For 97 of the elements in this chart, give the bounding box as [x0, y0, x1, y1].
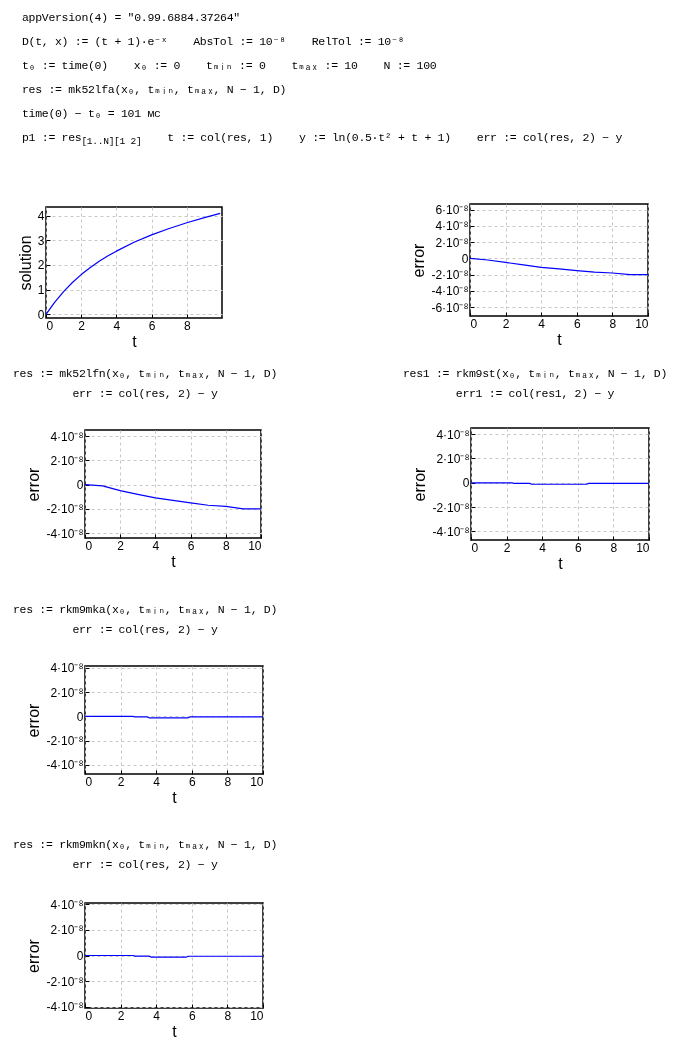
- text: err := col(res, 2) − y: [71, 622, 219, 638]
- text: res := mk52lfa(x₀, tₘᵢₙ, tₘₐₓ, N − 1, D): [22, 82, 287, 98]
- line-series: [46, 212, 221, 315]
- y-tick-label: -4·10⁻⁸: [46, 526, 84, 541]
- text: N := 100: [383, 58, 437, 74]
- line-series: [470, 257, 648, 276]
- text: res := rkm9mkn(x₀, tₘᵢₙ, tₘₐₓ, N − 1, D): [11, 837, 279, 853]
- text: t := col(res, 1): [167, 130, 273, 146]
- y-tick-label: 4: [37, 209, 45, 224]
- x-tick-label: 10: [636, 540, 650, 555]
- x-axis-title: t: [558, 554, 564, 572]
- x-tick-label: 4: [539, 540, 547, 555]
- x-tick-label: 4: [113, 318, 121, 333]
- text: AbsTol := 10⁻⁸: [193, 34, 286, 50]
- x-tick-label: 8: [609, 316, 617, 331]
- y-tick-label: 2·10⁻⁸: [50, 923, 84, 938]
- text: D(t, x) := (t + 1)·e⁻ˣ: [22, 34, 168, 50]
- x-axis-title: t: [557, 330, 563, 348]
- x-tick-label: 6: [148, 318, 156, 333]
- x-tick-label: 6: [187, 538, 195, 553]
- x-tick-label: 4: [538, 316, 546, 331]
- y-axis-title: error: [25, 938, 43, 973]
- y-tick-label: 0: [76, 709, 84, 724]
- x-tick-label: 2: [503, 540, 511, 555]
- y-tick-label: -2·10⁻⁸: [431, 268, 469, 283]
- text: tₘₐₓ := 10: [291, 58, 358, 74]
- x-tick-label: 8: [610, 540, 618, 555]
- text: y := ln(0.5·t² + t + 1): [298, 130, 451, 146]
- y-tick-label: 1: [37, 283, 45, 298]
- x-axis-title: t: [132, 332, 138, 350]
- x-tick-label: 4: [153, 1008, 161, 1023]
- text: time(0) − t₀ = 101 мс: [22, 106, 161, 122]
- y-tick-label: -4·10⁻⁸: [431, 284, 469, 299]
- y-tick-label: -2·10⁻⁸: [432, 500, 470, 515]
- y-tick-label: 0: [462, 476, 470, 491]
- y-tick-label: 4·10⁻⁸: [50, 897, 84, 912]
- text: x₀ := 0: [133, 58, 181, 74]
- text: res1 := rkm9st(x₀, tₘᵢₙ, tₘₐₓ, N − 1, D): [401, 366, 669, 382]
- y-axis-title: solution: [16, 235, 34, 291]
- y-tick-label: 4·10⁻⁸: [50, 661, 84, 676]
- y-tick-label: 0: [461, 251, 469, 266]
- y-tick-label: 2: [37, 258, 45, 273]
- y-tick-label: 2·10⁻⁸: [50, 453, 84, 468]
- x-axis-title: t: [171, 552, 177, 570]
- text: err := col(res, 2) − y: [71, 857, 219, 873]
- line-series: [85, 484, 261, 510]
- x-tick-label: 2: [117, 1008, 125, 1023]
- x-tick-label: 6: [188, 774, 196, 789]
- y-tick-label: 4·10⁻⁸: [435, 219, 469, 234]
- y-axis-title: error: [410, 242, 428, 278]
- x-axis-title: t: [172, 1022, 178, 1040]
- y-tick-label: -4·10⁻⁸: [46, 1000, 84, 1015]
- y-tick-label: 2·10⁻⁸: [435, 235, 469, 250]
- text: res := rkm9mka(x₀, tₘᵢₙ, tₘₐₓ, N − 1, D): [11, 602, 279, 618]
- x-tick-label: 2: [502, 316, 510, 331]
- y-tick-label: -2·10⁻⁸: [46, 734, 84, 749]
- x-tick-label: 8: [224, 774, 232, 789]
- x-tick-label: 8: [183, 318, 191, 333]
- y-tick-label: 0: [76, 949, 84, 963]
- x-tick-label: 6: [574, 540, 582, 555]
- x-tick-label: 8: [224, 1008, 232, 1023]
- x-tick-label: 4: [152, 538, 160, 553]
- text: appVersion(4) = "0.99.6884.37264": [22, 10, 240, 26]
- y-tick-label: 0: [76, 478, 84, 493]
- y-tick-label: 4·10⁻⁸: [436, 427, 470, 442]
- y-tick-label: -4·10⁻⁸: [432, 524, 470, 539]
- y-tick-label: 6·10⁻⁸: [435, 203, 469, 218]
- x-tick-label: 2: [117, 774, 125, 789]
- text: t₀ := time(0): [22, 58, 108, 74]
- y-tick-label: -4·10⁻⁸: [46, 758, 84, 773]
- x-tick-label: 6: [188, 1008, 196, 1023]
- y-tick-label: -2·10⁻⁸: [46, 974, 84, 989]
- y-tick-label: -6·10⁻⁸: [431, 300, 469, 315]
- x-tick-label: 10: [250, 1008, 264, 1023]
- text: tₘᵢₙ := 0: [206, 58, 266, 74]
- text: err := col(res, 2) − y: [71, 386, 219, 402]
- y-tick-label: 2·10⁻⁸: [50, 685, 84, 700]
- x-tick-label: 8: [222, 538, 230, 553]
- y-axis-title: error: [411, 466, 429, 502]
- x-tick-label: 4: [153, 774, 161, 789]
- x-tick-label: 10: [250, 774, 264, 789]
- y-tick-label: -2·10⁻⁸: [46, 502, 84, 517]
- x-tick-label: 6: [573, 316, 581, 331]
- x-tick-label: 2: [117, 538, 125, 553]
- text: err1 := col(res1, 2) − y: [454, 386, 616, 402]
- y-axis-title: error: [25, 702, 43, 738]
- y-tick-label: 4·10⁻⁸: [50, 429, 84, 444]
- text: RelTol := 10⁻⁸: [311, 34, 405, 50]
- y-tick-label: 2·10⁻⁸: [436, 451, 470, 466]
- text: p1 := res$_{[1..N][1 2]}$: [22, 130, 142, 150]
- x-tick-label: 10: [248, 538, 262, 553]
- text: res := mk52lfn(x₀, tₘᵢₙ, tₘₐₓ, N − 1, D): [11, 366, 279, 382]
- y-tick-label: 3: [37, 233, 45, 248]
- y-axis-title: error: [25, 466, 43, 502]
- x-axis-title: t: [172, 788, 178, 806]
- x-tick-label: 10: [635, 316, 649, 331]
- text: err := col(res, 2) − y: [476, 130, 623, 146]
